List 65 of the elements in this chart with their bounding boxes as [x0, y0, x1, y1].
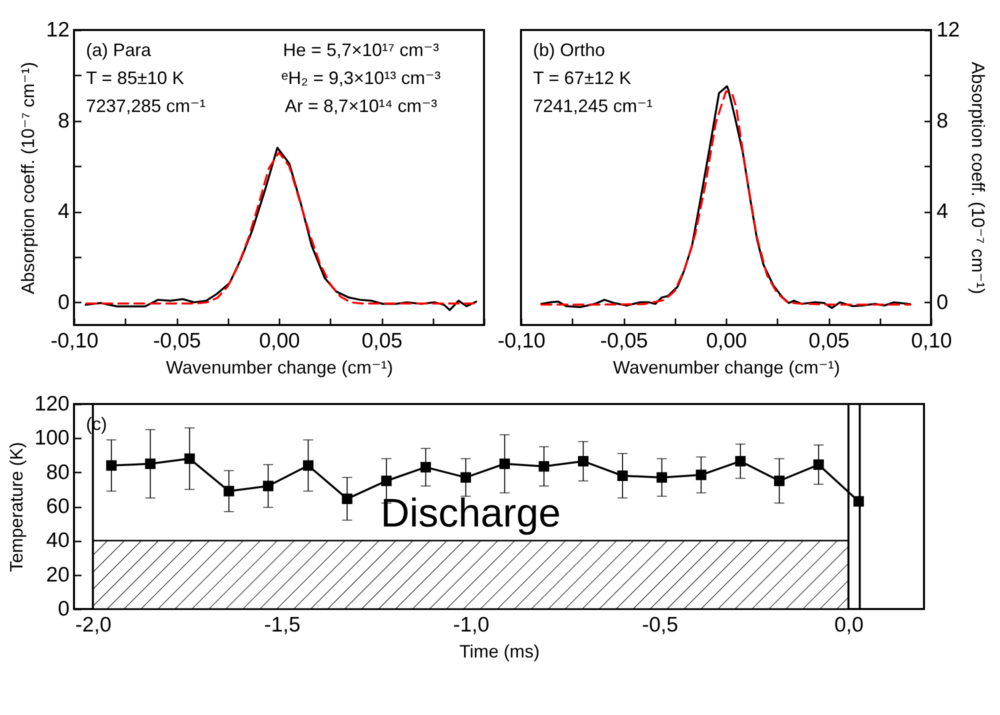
point [735, 456, 746, 466]
point [302, 460, 314, 471]
point [106, 460, 117, 471]
x-tick-label: -0,05 [153, 330, 201, 352]
x-axis-title: Wavenumber change (cm⁻¹) [166, 358, 393, 378]
point [656, 472, 668, 483]
x-axis-title: Time (ms) [459, 642, 540, 662]
point [224, 486, 234, 496]
y2-tick-label: 8 [936, 109, 948, 132]
y-tick-label: 0 [58, 598, 70, 620]
point [578, 456, 588, 466]
y2-tick-label: 12 [936, 18, 960, 42]
point [184, 453, 195, 464]
x-tick-label: -0,10 [498, 330, 546, 352]
point [262, 480, 274, 492]
annotation: T = 85±10 K [86, 68, 184, 88]
y2-tick-label: 0 [936, 290, 948, 314]
point [617, 470, 628, 481]
x-tick-label: -1,0 [453, 614, 490, 636]
point [342, 494, 352, 504]
point [381, 476, 392, 486]
x-tick-label: 0,00 [259, 330, 300, 352]
point [853, 496, 864, 507]
point [813, 459, 824, 470]
x-tick-label: -2,0 [75, 614, 112, 636]
annotation: Ar = 8,7×10¹⁴ cm⁻³ [284, 96, 438, 116]
point [499, 458, 510, 470]
point [420, 462, 431, 472]
x-tick-label: -1,5 [264, 614, 300, 636]
x-tick-label: 0,0 [834, 614, 864, 636]
x-tick-label: 0,05 [362, 330, 402, 352]
y-tick-label: 40 [46, 529, 70, 552]
y-tick-label: 80 [46, 460, 70, 484]
x-axis-title: Wavenumber change (cm⁻¹) [613, 358, 840, 378]
y-tick-label: 12 [46, 18, 70, 42]
y-axis-title: Temperature (K) [6, 442, 26, 572]
y2-tick-label: 4 [936, 200, 948, 224]
point [538, 461, 550, 472]
y2-axis-title: Absorption coeff. (10⁻⁷ cm⁻¹) [968, 62, 988, 294]
annotation: ᵉH₂ = 9,3×10¹³ cm⁻³ [281, 68, 441, 88]
point [145, 458, 156, 470]
y-tick-label: 0 [58, 290, 70, 314]
x-tick-label: -0,05 [600, 330, 648, 352]
x-tick-label: -0,10 [50, 330, 98, 352]
annotation: (b) Ortho [533, 40, 606, 60]
y-tick-label: 8 [58, 109, 70, 132]
annotation: (a) Para [86, 40, 152, 60]
y-tick-label: 60 [46, 495, 70, 518]
point [696, 470, 706, 480]
annotation: 7237,285 cm⁻¹ [86, 96, 206, 116]
x-tick-label: 0,05 [808, 330, 850, 352]
annotation: T = 67±12 K [533, 68, 632, 88]
y-tick-label: 100 [34, 426, 70, 450]
y-axis-title: Absorption coeff. (10⁻⁷ cm⁻¹) [18, 62, 38, 294]
x-tick-label: 0,10 [911, 330, 952, 352]
point [774, 476, 785, 486]
y-tick-label: 4 [58, 200, 70, 224]
y-tick-label: 120 [34, 392, 70, 416]
band-label: Discharge [380, 492, 561, 536]
annotation: He = 5,7×10¹⁷ cm⁻³ [282, 40, 440, 60]
y-tick-label: 20 [46, 563, 70, 586]
x-tick-label: -0,5 [642, 614, 678, 636]
x-tick-label: 0,00 [706, 330, 747, 352]
annotation: 7241,245 cm⁻¹ [533, 96, 653, 116]
point [460, 472, 471, 483]
